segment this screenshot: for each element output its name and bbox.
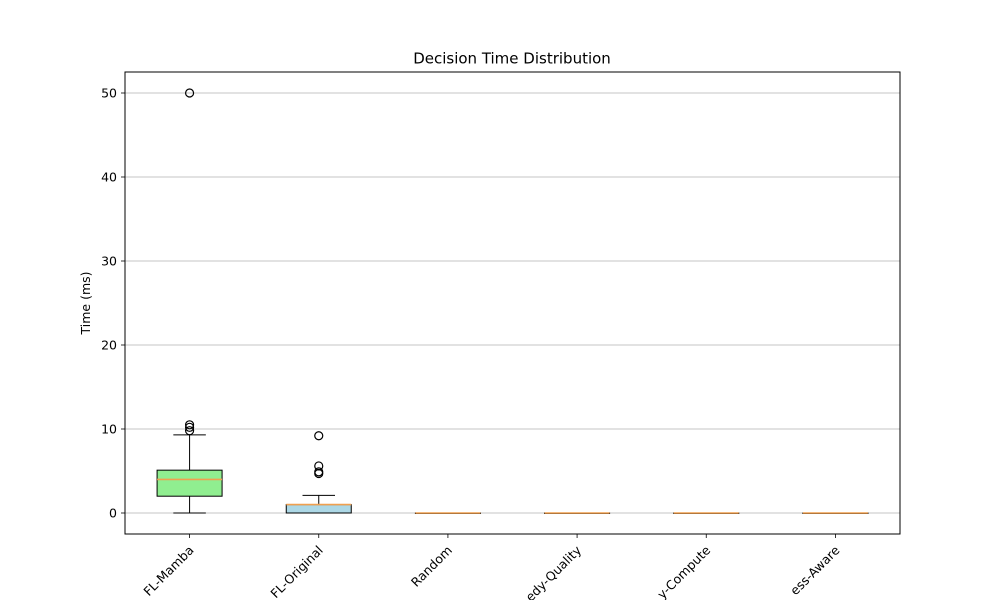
x-tick-label: edy-Quality: [522, 542, 584, 600]
grid-layer: [125, 92, 900, 514]
y-tick-label: 10: [101, 422, 117, 437]
y-tick-label: 50: [101, 86, 117, 101]
box-group-1: [285, 431, 352, 514]
outlier-point: [314, 431, 324, 441]
y-axis-ticks: 0 10 20 30 40 50: [101, 86, 125, 521]
y-tick-label: 0: [109, 506, 117, 521]
x-tick-label: y-Compute: [654, 542, 713, 600]
x-tick-label: Random: [408, 543, 455, 590]
outlier-point: [314, 467, 324, 477]
box-group-4: [673, 512, 740, 514]
outlier-point: [184, 426, 195, 436]
box-group-0: [156, 88, 223, 514]
outlier-point: [184, 420, 195, 430]
outlier-point: [314, 461, 324, 471]
x-tick-label: ess-Aware: [787, 542, 843, 598]
x-tick-label: FL-Mamba: [140, 543, 196, 599]
x-axis-ticks: FL-Mamba FL-Original Random edy-Quality y-Co…: [140, 534, 843, 600]
box-group-3: [544, 512, 611, 514]
box-iqr: [285, 504, 352, 514]
y-tick-label: 30: [101, 254, 117, 269]
x-tick-label: FL-Original: [267, 543, 325, 600]
chart-title: Decision Time Distribution: [413, 50, 611, 68]
y-tick-label: 40: [101, 170, 117, 185]
box-group-2: [414, 512, 481, 514]
outlier-point: [184, 88, 195, 98]
y-tick-label: 20: [101, 338, 117, 353]
y-axis-label: Time (ms): [78, 271, 93, 335]
box-group-5: [802, 512, 869, 514]
plot-frame: [124, 71, 901, 535]
box-iqr: [156, 469, 223, 497]
box-layer: [156, 88, 869, 514]
outlier-point: [184, 422, 195, 432]
